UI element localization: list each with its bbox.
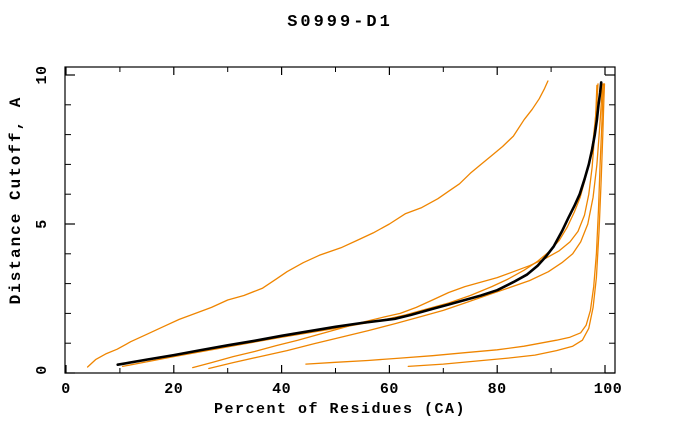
y-tick-label: 0 <box>34 365 51 375</box>
y-tick-label: 10 <box>34 65 51 85</box>
chart-title: S0999-D1 <box>287 13 393 32</box>
x-tick-label: 80 <box>487 381 507 398</box>
curve-orange-model-4 <box>208 83 603 370</box>
y-tick-label: 5 <box>34 219 51 229</box>
curve-black-main-curve <box>116 81 603 367</box>
curve-orange-model-6 <box>407 83 606 368</box>
x-tick-label: 0 <box>61 381 71 398</box>
x-tick-label: 20 <box>164 381 184 398</box>
x-tick-label: 100 <box>593 381 623 398</box>
x-axis-label: Percent of Residues (CA) <box>213 401 467 418</box>
plot-frame <box>64 66 616 374</box>
x-tick-label: 40 <box>272 381 292 398</box>
x-tick-label: 60 <box>379 381 399 398</box>
curve-orange-model-3 <box>192 84 598 369</box>
curve-orange-model-5 <box>305 83 605 365</box>
curve-orange-model-1 <box>86 80 549 368</box>
